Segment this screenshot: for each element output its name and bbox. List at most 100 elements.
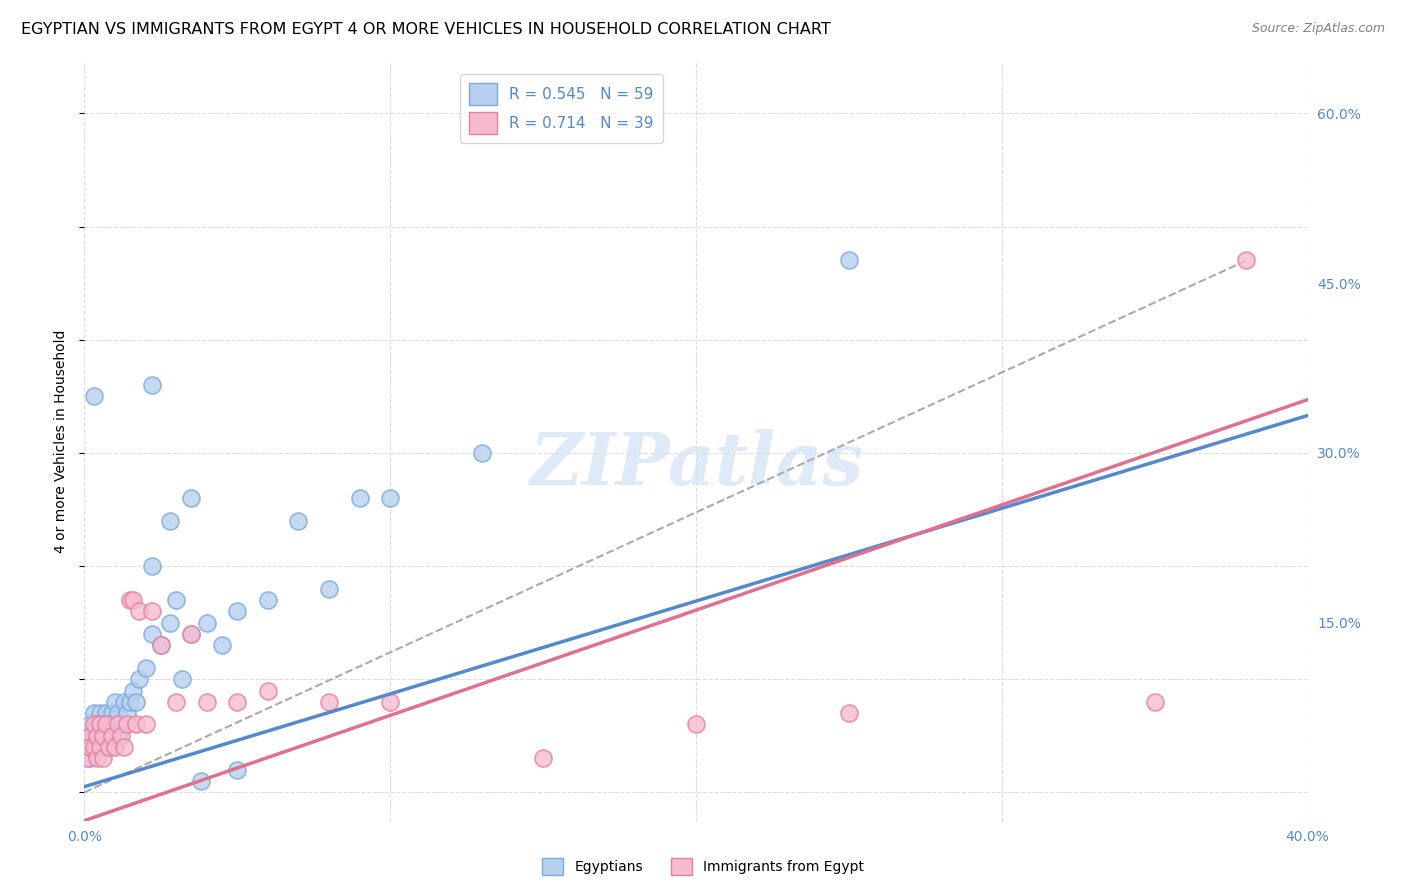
Point	[94, 740, 117, 755]
Point	[125, 717, 148, 731]
Point	[838, 706, 860, 720]
Point	[79, 729, 101, 743]
Y-axis label: 4 or more Vehicles in Household: 4 or more Vehicles in Household	[55, 330, 69, 553]
Point	[97, 717, 120, 731]
Point	[76, 740, 98, 755]
Point	[97, 729, 120, 743]
Point	[226, 763, 249, 777]
Point	[107, 706, 129, 720]
Point	[318, 695, 340, 709]
Point	[91, 740, 114, 755]
Point	[180, 627, 202, 641]
Point	[83, 706, 105, 720]
Point	[83, 389, 105, 403]
Point	[349, 491, 371, 505]
Point	[97, 740, 120, 755]
Point	[86, 729, 108, 743]
Point	[107, 729, 129, 743]
Point	[226, 695, 249, 709]
Point	[531, 751, 554, 765]
Point	[149, 638, 172, 652]
Point	[122, 683, 145, 698]
Point	[120, 593, 142, 607]
Point	[79, 740, 101, 755]
Point	[141, 559, 163, 574]
Point	[83, 740, 105, 755]
Point	[83, 717, 105, 731]
Point	[380, 695, 402, 709]
Point	[91, 729, 114, 743]
Point	[89, 717, 111, 731]
Point	[79, 717, 101, 731]
Point	[115, 706, 138, 720]
Point	[101, 729, 124, 743]
Point	[135, 661, 157, 675]
Point	[76, 751, 98, 765]
Point	[287, 514, 309, 528]
Point	[91, 729, 114, 743]
Point	[165, 695, 187, 709]
Point	[159, 615, 181, 630]
Point	[91, 751, 114, 765]
Point	[135, 717, 157, 731]
Point	[125, 695, 148, 709]
Point	[94, 717, 117, 731]
Point	[89, 706, 111, 720]
Point	[112, 695, 135, 709]
Point	[128, 672, 150, 686]
Point	[91, 717, 114, 731]
Point	[86, 717, 108, 731]
Point	[101, 706, 124, 720]
Text: ZIPatlas: ZIPatlas	[529, 429, 863, 500]
Point	[110, 717, 132, 731]
Point	[685, 717, 707, 731]
Point	[380, 491, 402, 505]
Point	[1143, 695, 1166, 709]
Point	[172, 672, 194, 686]
Point	[190, 774, 212, 789]
Point	[180, 491, 202, 505]
Point	[76, 740, 98, 755]
Legend: R = 0.545   N = 59, R = 0.714   N = 39: R = 0.545 N = 59, R = 0.714 N = 39	[460, 74, 662, 143]
Point	[86, 740, 108, 755]
Text: Source: ZipAtlas.com: Source: ZipAtlas.com	[1251, 22, 1385, 36]
Point	[471, 446, 494, 460]
Point	[89, 729, 111, 743]
Point	[104, 717, 127, 731]
Point	[107, 717, 129, 731]
Point	[83, 740, 105, 755]
Point	[122, 593, 145, 607]
Point	[89, 740, 111, 755]
Point	[226, 604, 249, 618]
Point	[141, 378, 163, 392]
Point	[141, 627, 163, 641]
Point	[318, 582, 340, 596]
Point	[94, 729, 117, 743]
Point	[112, 740, 135, 755]
Point	[211, 638, 233, 652]
Point	[79, 751, 101, 765]
Point	[180, 627, 202, 641]
Point	[257, 683, 280, 698]
Point	[838, 253, 860, 268]
Point	[97, 740, 120, 755]
Point	[94, 706, 117, 720]
Point	[159, 514, 181, 528]
Point	[128, 604, 150, 618]
Point	[141, 604, 163, 618]
Point	[1236, 253, 1258, 268]
Point	[195, 615, 218, 630]
Text: EGYPTIAN VS IMMIGRANTS FROM EGYPT 4 OR MORE VEHICLES IN HOUSEHOLD CORRELATION CH: EGYPTIAN VS IMMIGRANTS FROM EGYPT 4 OR M…	[21, 22, 831, 37]
Point	[104, 695, 127, 709]
Point	[195, 695, 218, 709]
Point	[257, 593, 280, 607]
Point	[110, 729, 132, 743]
Point	[89, 740, 111, 755]
Legend: Egyptians, Immigrants from Egypt: Egyptians, Immigrants from Egypt	[537, 853, 869, 880]
Point	[120, 695, 142, 709]
Point	[101, 717, 124, 731]
Point	[149, 638, 172, 652]
Point	[83, 729, 105, 743]
Point	[86, 729, 108, 743]
Point	[86, 751, 108, 765]
